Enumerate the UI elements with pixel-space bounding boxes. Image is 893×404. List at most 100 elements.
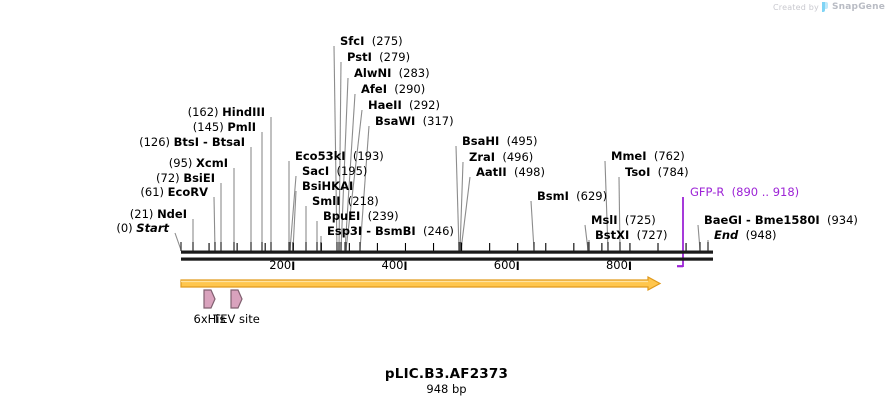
enzyme-position: (0) [116, 221, 133, 235]
enzyme-label-haeii[interactable]: HaeII (292) [368, 99, 440, 112]
snapgene-watermark: Created by SnapGene [773, 2, 885, 12]
enzyme-label-ecorv[interactable]: (61) EcoRV [140, 186, 208, 199]
enzyme-label-alwni[interactable]: AlwNI (283) [354, 67, 430, 80]
enzyme-label-eco53ki[interactable]: Eco53kI (193) [295, 150, 384, 163]
enzyme-name: BsaWI [375, 114, 416, 128]
enzyme-name: End [714, 228, 739, 242]
enzyme-label-esp3ibsmbi[interactable]: Esp3I - BsmBI (246) [327, 225, 454, 238]
enzyme-position: (283) [391, 66, 430, 80]
enzyme-position: (934) [819, 213, 858, 227]
enzyme-label-bsawi[interactable]: BsaWI (317) [375, 115, 454, 128]
enzyme-position: (246) [415, 224, 454, 238]
enzyme-position: (784) [650, 165, 689, 179]
enzyme-name: EcoRV [167, 185, 208, 199]
enzyme-label-baegibme1580i[interactable]: BaeGI - Bme1580I (934) [704, 214, 858, 227]
enzyme-label-bsahi[interactable]: BsaHI (495) [462, 135, 538, 148]
enzyme-name: Start [136, 221, 169, 235]
enzyme-label-mmei[interactable]: MmeI (762) [611, 150, 685, 163]
enzyme-label-bsmi[interactable]: BsmI (629) [537, 190, 607, 203]
enzyme-position: (727) [629, 228, 668, 242]
plasmid-title: pLIC.B3.AF2373 [384, 366, 509, 382]
enzyme-position: (72) [156, 171, 180, 185]
enzyme-label-pmli[interactable]: (145) PmlI [193, 121, 256, 134]
enzyme-name: Eco53kI [295, 149, 346, 163]
enzyme-label-bstxi[interactable]: BstXI (727) [595, 229, 668, 242]
enzyme-position: (239) [360, 209, 399, 223]
enzyme-label-saci[interactable]: SacI (195) [302, 165, 367, 178]
feature-name: GFP-R [690, 185, 725, 199]
watermark-prefix: Created by [772, 2, 819, 12]
enzyme-label-start[interactable]: (0) Start [116, 222, 169, 235]
enzyme-position: (95) [168, 156, 193, 170]
enzyme-position: (290) [386, 82, 426, 96]
enzyme-name: BsiHKAI [302, 179, 354, 193]
feature-label-gfp-r[interactable]: GFP-R (890 .. 918) [690, 186, 799, 199]
enzyme-name: BtsI - BtsaI [173, 135, 245, 149]
enzyme-position: (948) [738, 228, 777, 242]
enzyme-name: BsiEI [183, 171, 215, 185]
enzyme-label-sfci[interactable]: SfcI (275) [340, 35, 403, 48]
enzyme-label-smli[interactable]: SmlI (218) [312, 195, 379, 208]
enzyme-position: (193) [345, 149, 384, 163]
enzyme-position: (21) [129, 207, 154, 221]
enzyme-label-bpuei[interactable]: BpuEI (239) [323, 210, 399, 223]
enzyme-name: HaeII [368, 98, 402, 112]
enzyme-name: SacI [302, 164, 330, 178]
enzyme-name: BstXI [595, 228, 630, 242]
enzyme-label-bsiei[interactable]: (72) BsiEI [156, 172, 215, 185]
enzyme-name: MslI [591, 213, 618, 227]
enzyme-position: (126) [139, 135, 171, 149]
enzyme-name: HindIII [222, 105, 265, 119]
enzyme-label-hindiii[interactable]: (162) HindIII [188, 106, 265, 119]
enzyme-label-zrai[interactable]: ZraI (496) [469, 151, 533, 164]
enzyme-position: (145) [192, 120, 224, 134]
tag-caption-6xhis[interactable]: 6xHis [193, 312, 226, 326]
enzyme-name: TsoI [625, 165, 651, 179]
enzyme-name: BsaHI [462, 134, 500, 148]
enzyme-name: PmlI [227, 120, 256, 134]
enzyme-position: (218) [340, 194, 379, 208]
ruler-tick-label-200: 200 [269, 258, 292, 272]
enzyme-name: BsmI [537, 189, 569, 203]
plasmid-length: 948 bp [426, 382, 467, 396]
enzyme-position: (292) [401, 98, 440, 112]
enzyme-name: AatII [476, 165, 507, 179]
enzyme-name: Esp3I - BsmBI [327, 224, 416, 238]
enzyme-position: (279) [371, 50, 411, 64]
enzyme-label-msli[interactable]: MslI (725) [591, 214, 656, 227]
enzyme-position: (629) [568, 189, 608, 203]
enzyme-position: (162) [187, 105, 219, 119]
ruler-tick-label-800: 800 [605, 258, 628, 272]
enzyme-label-xcmi[interactable]: (95) XcmI [169, 157, 228, 170]
enzyme-name: ZraI [469, 150, 496, 164]
snapgene-logo-icon [821, 2, 829, 12]
enzyme-position: (498) [506, 165, 545, 179]
watermark-brand: SnapGene [831, 2, 885, 12]
feature-range: (890 .. 918) [724, 185, 800, 199]
enzyme-name: PstI [347, 50, 372, 64]
enzyme-position: (195) [329, 164, 368, 178]
enzyme-position: (275) [364, 34, 403, 48]
enzyme-label-psti[interactable]: PstI (279) [347, 51, 410, 64]
enzyme-name: MmeI [611, 149, 647, 163]
enzyme-label-tsoi[interactable]: TsoI (784) [625, 166, 689, 179]
tag-caption-tev-site[interactable]: TEV site [213, 312, 260, 326]
enzyme-name: NdeI [157, 207, 187, 221]
enzyme-name: XcmI [196, 156, 228, 170]
enzyme-position: (61) [140, 185, 164, 199]
enzyme-label-end[interactable]: End (948) [714, 229, 777, 242]
enzyme-label-afei[interactable]: AfeI (290) [361, 83, 425, 96]
enzyme-name: AfeI [361, 82, 387, 96]
ruler-tick-label-600: 600 [493, 258, 516, 272]
ruler-tick-label-400: 400 [381, 258, 404, 272]
enzyme-name: SmlI [312, 194, 341, 208]
enzyme-position: (495) [499, 134, 538, 148]
enzyme-position: (762) [646, 149, 685, 163]
enzyme-label-btsibtsai[interactable]: (126) BtsI - BtsaI [139, 136, 245, 149]
enzyme-label-bsihkai[interactable]: BsiHKAI [302, 180, 353, 193]
enzyme-label-ndei[interactable]: (21) NdeI [130, 208, 187, 221]
enzyme-label-aatii[interactable]: AatII (498) [476, 166, 545, 179]
enzyme-position: (725) [617, 213, 656, 227]
